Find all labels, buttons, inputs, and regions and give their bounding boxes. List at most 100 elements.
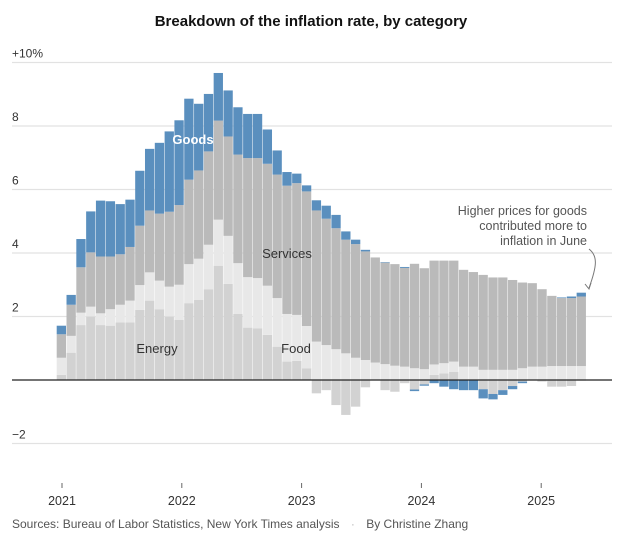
bar-services xyxy=(203,151,214,245)
sources-text: Sources: Bureau of Labor Statistics, New… xyxy=(12,517,340,531)
annotation-arrow xyxy=(588,248,596,289)
bar-goods xyxy=(184,98,194,180)
x-tick-label: 2022 xyxy=(168,494,196,508)
bar-food xyxy=(360,359,371,380)
bar-goods xyxy=(144,148,155,211)
bar-energy xyxy=(282,361,292,380)
bar-stack xyxy=(282,172,292,380)
bar-services xyxy=(272,174,282,299)
bar-stack xyxy=(184,98,194,380)
bar-food xyxy=(576,366,586,380)
bar-stack xyxy=(174,120,184,380)
bar-services xyxy=(164,211,174,287)
bar-energy xyxy=(566,380,577,387)
bar-stack xyxy=(95,200,106,380)
bar-food xyxy=(370,362,380,380)
bar-energy xyxy=(429,374,439,380)
bar-energy xyxy=(478,380,488,390)
label-goods: Goods xyxy=(172,132,213,147)
bar-services xyxy=(419,268,429,370)
bar-services xyxy=(478,274,488,370)
bar-food xyxy=(76,312,86,326)
bar-goods xyxy=(203,93,214,152)
bar-services xyxy=(341,239,351,354)
chart-title: Breakdown of the inflation rate, by cate… xyxy=(155,13,468,30)
bar-food xyxy=(184,264,194,304)
bar-food xyxy=(517,368,528,380)
bar-stack xyxy=(468,272,479,391)
separator: · xyxy=(351,517,355,531)
bar-services xyxy=(576,296,586,367)
bar-stack xyxy=(223,90,233,380)
bar-goods xyxy=(105,201,116,257)
bar-goods xyxy=(311,200,322,211)
arrowhead-icon xyxy=(584,282,592,291)
bar-services xyxy=(370,257,380,363)
bar-goods xyxy=(243,113,253,159)
y-tick-label: +10% xyxy=(12,47,43,61)
bar-services xyxy=(527,283,537,367)
bar-energy xyxy=(557,380,567,387)
bar-food xyxy=(390,365,400,380)
bar-stack xyxy=(419,268,429,386)
bar-stack xyxy=(390,264,400,392)
bar-food xyxy=(449,361,459,372)
bar-energy xyxy=(360,380,371,388)
bar-goods xyxy=(154,142,165,214)
bar-stack xyxy=(547,295,557,387)
bar-stack xyxy=(144,148,155,380)
bar-energy xyxy=(262,334,273,380)
bar-stack xyxy=(272,150,282,380)
bar-services xyxy=(311,210,322,342)
bar-food xyxy=(66,335,76,353)
bar-goods xyxy=(351,239,361,245)
bar-goods xyxy=(380,262,390,263)
bar-goods xyxy=(478,389,488,399)
bar-food xyxy=(557,366,567,380)
bar-services xyxy=(547,295,557,367)
bar-energy xyxy=(135,309,145,380)
bar-services xyxy=(458,269,469,367)
bar-goods xyxy=(282,172,292,186)
bar-energy xyxy=(272,346,282,380)
bar-goods xyxy=(331,214,341,229)
bar-food xyxy=(105,309,116,326)
bar-services xyxy=(498,277,508,370)
bar-services xyxy=(233,154,243,264)
bar-goods xyxy=(507,386,518,390)
bar-energy xyxy=(351,380,361,407)
bar-energy xyxy=(86,316,96,380)
bar-services xyxy=(449,260,459,362)
bar-goods xyxy=(360,249,371,252)
bar-services xyxy=(409,263,420,369)
bar-food xyxy=(243,277,253,328)
bar-stack xyxy=(449,260,459,390)
bar-energy xyxy=(95,325,106,380)
bar-goods xyxy=(566,296,577,299)
y-tick-label: 4 xyxy=(12,237,19,251)
bar-services xyxy=(488,277,498,370)
bar-food xyxy=(174,284,184,320)
bar-energy xyxy=(105,325,116,380)
bar-services xyxy=(144,210,155,273)
y-tick-label: 6 xyxy=(12,174,19,188)
bar-energy xyxy=(194,299,204,380)
bar-food xyxy=(400,366,410,380)
bar-energy xyxy=(125,322,135,380)
bar-energy xyxy=(311,380,322,394)
bar-services xyxy=(223,136,233,236)
bar-energy xyxy=(301,368,312,380)
annotation-line: inflation in June xyxy=(500,234,587,248)
bar-goods xyxy=(498,390,508,395)
bar-goods xyxy=(301,185,312,192)
bar-goods xyxy=(252,113,263,159)
bar-food xyxy=(252,278,263,329)
byline: By Christine Zhang xyxy=(366,517,468,531)
x-axis: 2021 2022 2023 2024 2025 xyxy=(48,483,555,508)
bar-energy xyxy=(203,289,214,380)
x-tick-label: 2024 xyxy=(407,494,435,508)
bar-food xyxy=(331,349,341,380)
bar-goods xyxy=(468,380,479,391)
y-tick-label: −2 xyxy=(12,428,26,442)
bar-food xyxy=(527,366,537,380)
